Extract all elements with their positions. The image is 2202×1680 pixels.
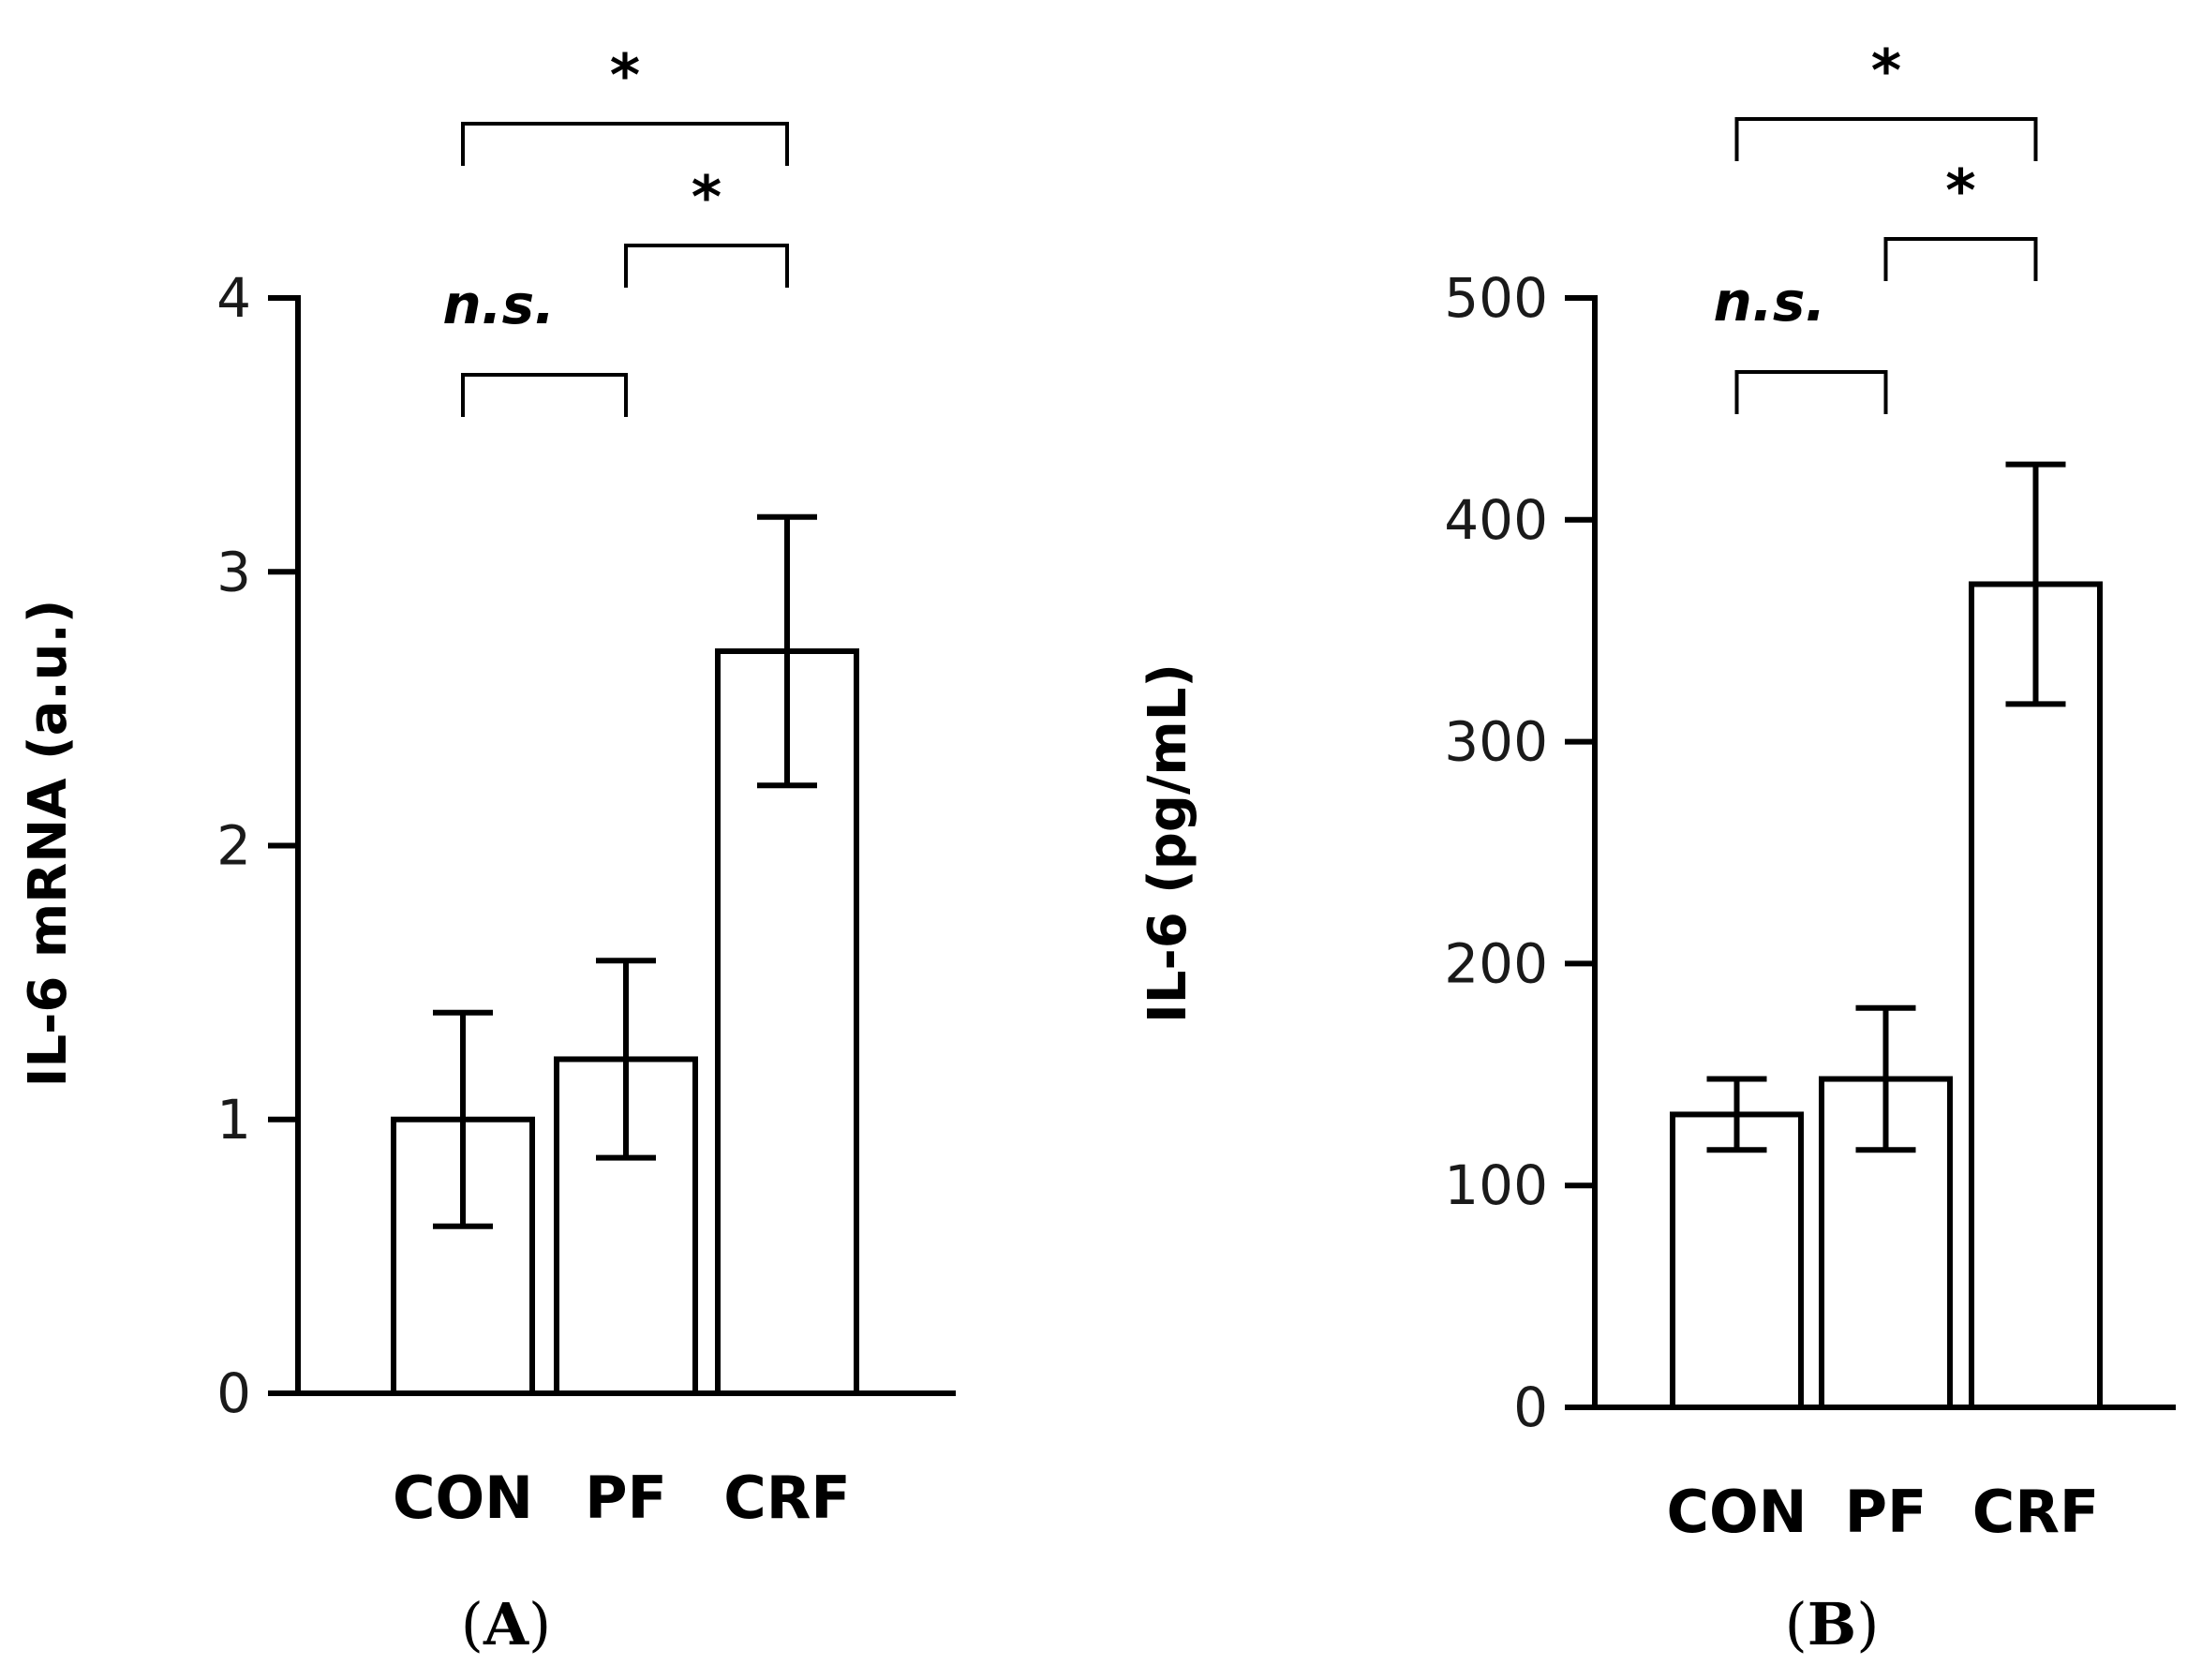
y-tick-label: 100 — [1444, 1153, 1548, 1217]
bar-con — [1670, 1111, 1804, 1410]
panel-label-close: ) — [1856, 1590, 1879, 1658]
y-tick-label: 2 — [216, 814, 251, 878]
panel-label-close: ) — [528, 1590, 551, 1658]
category-label-crf: CRF — [1972, 1478, 2100, 1546]
significance-bracket — [624, 244, 789, 288]
significance-label-ns: n.s. — [1714, 270, 1826, 334]
y-tick-label: 500 — [1444, 266, 1548, 330]
significance-bracket — [1883, 237, 2038, 281]
y-axis-title: IL-6 mRNA (a.u.) — [18, 600, 79, 1088]
y-tick-label: 0 — [216, 1361, 251, 1425]
significance-bracket — [1734, 117, 2038, 161]
panel-label-letter: B — [1808, 1590, 1856, 1658]
significance-label-star: * — [1871, 37, 1901, 105]
category-label-con: CON — [1666, 1478, 1807, 1546]
significance-label-star: * — [610, 41, 640, 110]
significance-bracket — [1734, 370, 1888, 414]
panel-label-open: ( — [1785, 1590, 1808, 1658]
y-tick-label: 4 — [216, 266, 251, 330]
y-tick-label: 400 — [1444, 488, 1548, 552]
y-tick-label: 3 — [216, 540, 251, 603]
y-tick-label: 200 — [1444, 931, 1548, 995]
panel-label: (A) — [461, 1590, 552, 1658]
y-axis-title: IL-6 (pg/mL) — [1138, 663, 1198, 1023]
y-tick-label: 300 — [1444, 710, 1548, 774]
significance-label-ns: n.s. — [442, 273, 555, 336]
category-label-crf: CRF — [723, 1464, 851, 1532]
panel-b-il6-serum-chart: 0 100 200 300 400 500 IL-6 (pg/mL) CON PF CRF * * n.… — [1138, 37, 2176, 1658]
significance-bracket — [461, 373, 628, 417]
category-label-pf: PF — [585, 1464, 667, 1532]
panel-label: (B) — [1785, 1590, 1880, 1658]
panel-label-open: ( — [461, 1590, 484, 1658]
significance-bracket — [461, 122, 789, 166]
category-label-con: CON — [393, 1464, 533, 1532]
panel-label-letter: A — [483, 1590, 529, 1658]
bar-crf — [1969, 581, 2103, 1410]
panel-a-il6-mrna-chart: 0 1 2 3 4 IL-6 mRNA (a.u.) CON PF CRF * * n.s. (A) — [18, 41, 956, 1658]
significance-label-star: * — [692, 163, 722, 231]
category-label-pf: PF — [1845, 1478, 1927, 1546]
y-tick-label: 1 — [216, 1088, 251, 1152]
y-tick-label: 0 — [1513, 1375, 1548, 1439]
significance-label-star: * — [1945, 156, 1975, 225]
